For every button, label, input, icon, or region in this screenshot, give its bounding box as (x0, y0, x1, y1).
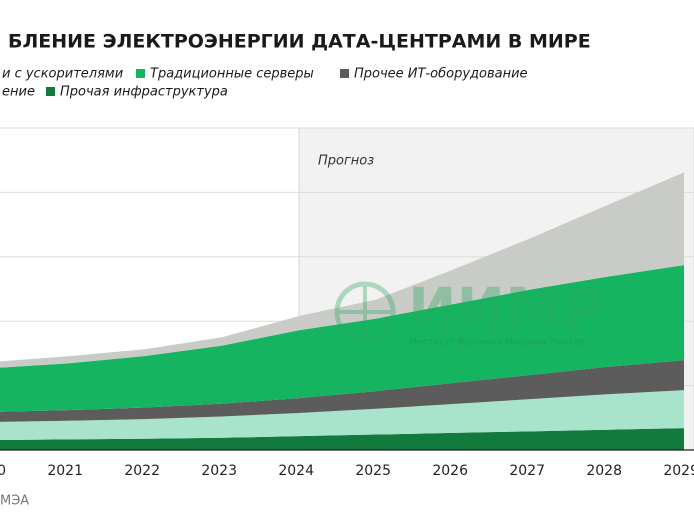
legend-label: Прочая инфраструктура (60, 85, 228, 100)
x-tick-label: 2022 (124, 463, 160, 479)
legend-label: Прочее ИТ-оборудование (354, 67, 528, 82)
x-tick-label: 2023 (201, 463, 237, 479)
legend-label: ение (2, 85, 35, 100)
legend-marker (136, 69, 145, 78)
area (0, 428, 684, 450)
legend-marker (46, 87, 55, 96)
x-tick-label: 2024 (278, 463, 314, 479)
watermark-title: ИИМР (408, 275, 605, 343)
chart-title: БЛЕНИЕ ЭЛЕКТРОЭНЕРГИИ ДАТА-ЦЕНТРАМИ В МИ… (8, 31, 591, 53)
area (0, 390, 684, 440)
area (0, 360, 684, 422)
forecast-label: Прогноз (318, 154, 374, 169)
watermark-logo (334, 281, 396, 343)
legend-label: Традиционные серверы (150, 67, 314, 82)
x-tick-label: 2026 (432, 463, 468, 479)
legend-label: и с ускорителями (2, 67, 123, 82)
x-tick-label: 0 (0, 463, 6, 479)
x-tick-label: 2027 (509, 463, 545, 479)
x-tick-label: 2029 (663, 463, 694, 479)
x-tick-label: 2028 (586, 463, 622, 479)
x-tick-label: 2025 (355, 463, 391, 479)
legend-marker (340, 69, 349, 78)
area (0, 265, 684, 412)
watermark-subtitle: Институт Изучения Мировых Рынков (410, 338, 585, 348)
area (0, 172, 684, 368)
x-tick-label: 2021 (47, 463, 83, 479)
source: МЭА (0, 494, 29, 509)
